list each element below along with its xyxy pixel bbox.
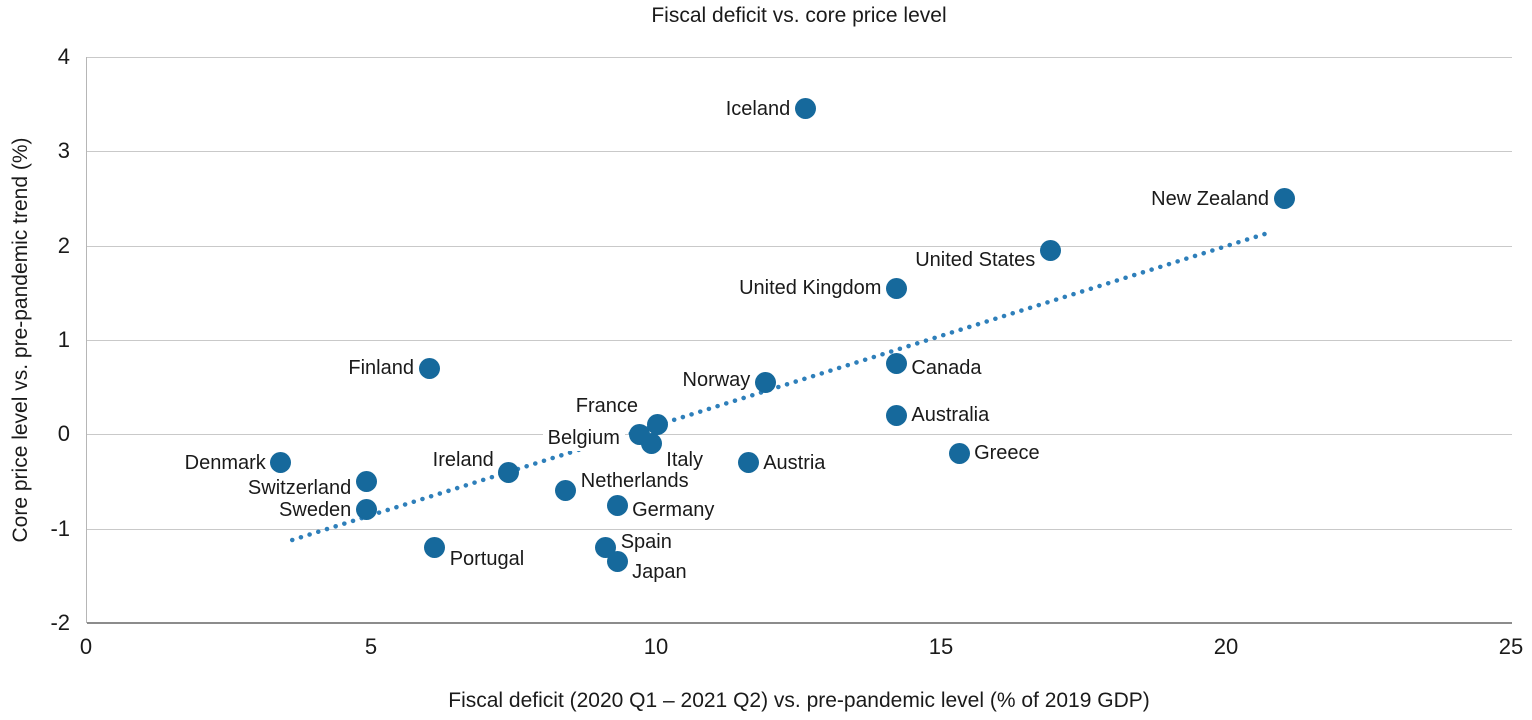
- point-ireland: [498, 461, 520, 483]
- point-france: [646, 414, 668, 436]
- point-label-united-states: United States: [915, 249, 1036, 272]
- gridline-y-3: [87, 151, 1512, 153]
- point-label-denmark: Denmark: [184, 451, 266, 474]
- point-label-greece: Greece: [974, 442, 1040, 465]
- point-netherlands: [555, 480, 577, 502]
- point-label-spain: Spain: [620, 530, 672, 553]
- y-tick-label-0: 0: [57, 421, 70, 447]
- y-tick-label-2: 2: [57, 232, 70, 258]
- point-label-germany: Germany: [632, 499, 715, 522]
- gridline-y--2: [87, 622, 1512, 624]
- x-tick-label-0: 0: [79, 634, 93, 659]
- gridline-y-4: [87, 57, 1512, 58]
- point-germany: [606, 494, 628, 516]
- point-label-portugal: Portugal: [449, 547, 525, 570]
- point-switzerland: [355, 471, 377, 492]
- point-sweden: [355, 499, 377, 521]
- point-label-finland: Finland: [348, 357, 414, 380]
- point-japan: [606, 551, 628, 573]
- point-finland: [418, 357, 440, 379]
- point-new-zealand: [1273, 188, 1295, 209]
- gridline-y--1: [87, 528, 1512, 530]
- point-label-netherlands: Netherlands: [580, 469, 689, 492]
- gridline-y-2: [87, 245, 1512, 247]
- point-label-ireland: Ireland: [432, 449, 494, 472]
- x-axis-label: Fiscal deficit (2020 Q1 – 2021 Q2) vs. p…: [448, 689, 1150, 712]
- chart-title: Fiscal deficit vs. core price level: [651, 4, 947, 27]
- point-label-canada: Canada: [911, 356, 982, 379]
- point-label-france: France: [575, 394, 638, 417]
- point-label-switzerland: Switzerland: [247, 476, 352, 499]
- x-tick-label-10: 10: [643, 634, 669, 659]
- point-label-iceland: Iceland: [725, 97, 791, 120]
- point-denmark: [270, 452, 292, 474]
- point-label-australia: Australia: [911, 404, 990, 427]
- point-label-united-kingdom: United Kingdom: [739, 277, 882, 300]
- x-tick-label-5: 5: [364, 634, 378, 659]
- gridline-y-1: [87, 340, 1512, 341]
- point-united-states: [1039, 239, 1061, 261]
- point-label-austria: Austria: [763, 451, 826, 474]
- point-label-new-zealand: New Zealand: [1151, 187, 1269, 210]
- plot-area: Iceland New Zealand United States United Ki…: [86, 57, 1512, 624]
- gridline-y-0: [87, 434, 1512, 436]
- point-united-kingdom: [885, 277, 907, 299]
- x-tick-label-15: 15: [928, 634, 954, 659]
- x-tick-label-20: 20: [1213, 634, 1239, 659]
- point-iceland: [794, 98, 816, 120]
- y-tick-label-4: 4: [57, 44, 70, 69]
- y-tick-label--1: -1: [50, 515, 70, 541]
- x-tick-label-25: 25: [1498, 634, 1524, 659]
- y-tick-label-1: 1: [57, 327, 70, 352]
- point-australia: [885, 404, 907, 426]
- point-norway: [754, 371, 776, 393]
- point-label-japan: Japan: [632, 560, 687, 583]
- point-label-sweden: Sweden: [279, 498, 352, 521]
- trend-line: [289, 229, 1275, 543]
- y-tick-label--2: -2: [50, 610, 70, 635]
- point-greece: [948, 442, 970, 464]
- point-label-italy: Italy: [666, 448, 703, 471]
- point-portugal: [424, 537, 446, 559]
- y-tick-label-3: 3: [57, 138, 70, 164]
- point-canada: [885, 353, 907, 375]
- point-label-belgium: Belgium: [542, 425, 625, 452]
- point-austria: [737, 452, 759, 474]
- point-italy: [640, 433, 662, 455]
- point-label-norway: Norway: [682, 369, 751, 392]
